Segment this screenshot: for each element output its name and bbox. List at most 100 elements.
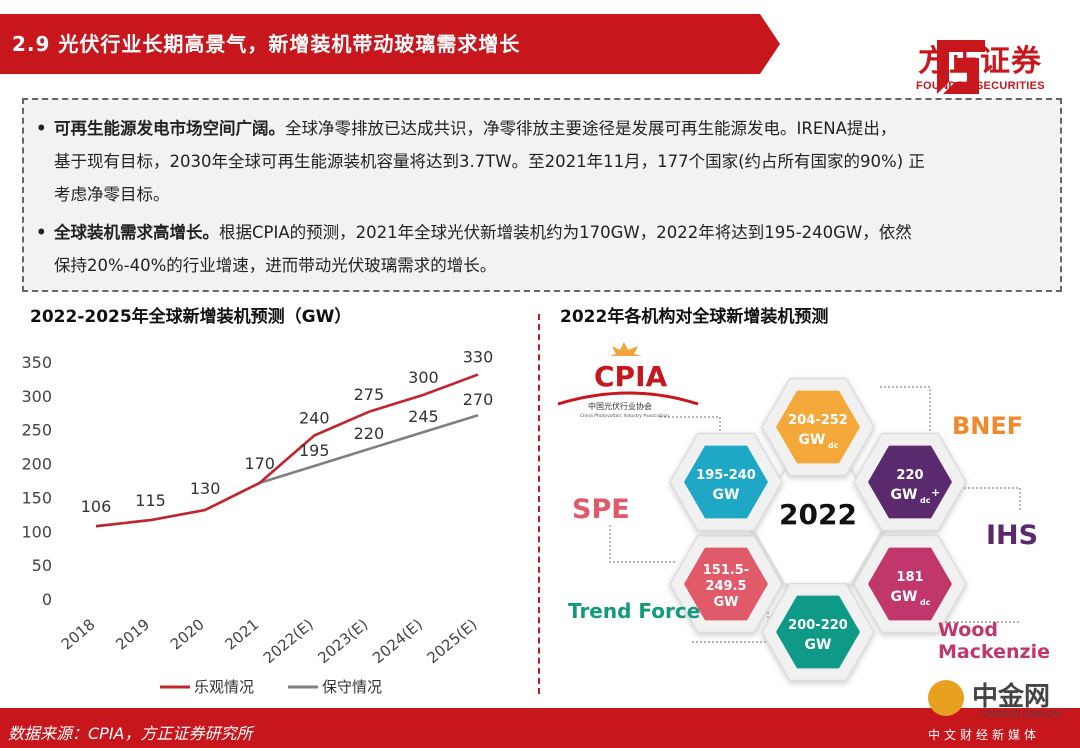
forecast-hexagon: 151.5-249.5GW [669,534,783,634]
bullet-text: 保持20%-40%的行业增速，进而带动光伏玻璃需求的增长。 [54,256,497,275]
y-tick-label: 100 [21,522,52,541]
watermark-subtitle: 中文财经新媒体 [928,728,1041,742]
hexagon-unit-sub: dc [920,496,931,505]
y-tick-label: 0 [42,590,52,609]
hexagon-value: 181 [896,570,923,585]
data-label: 106 [81,497,112,516]
center-year-label: 2022 [779,498,857,531]
agency-trendforce: Trend Force [568,599,700,623]
data-source: 数据来源：CPIA，方正证券研究所 [8,724,253,743]
legend-label-conservative: 保守情况 [322,678,382,696]
hexagon-fill [868,547,952,621]
data-label-optimistic: 240 [299,408,330,427]
series-line-optimistic [95,373,479,528]
y-tick-label: 200 [21,455,52,474]
hexagon-unit: GW [713,487,740,503]
hexagon-value: 195-240 [696,468,756,483]
agency-cpia-cn: 中国光伏行业协会 [588,401,652,411]
watermark-url: CNGOLD.COM.CN [982,709,1060,719]
legend-label-optimistic: 乐观情况 [194,678,254,696]
data-label-optimistic: 330 [463,348,494,367]
data-label: 115 [135,491,166,510]
forecast-hexagon: 181 GW dc [853,534,967,634]
hexagon-fill [684,445,768,519]
logo-name-cn: 方正证券 [918,44,1042,79]
agency-wood-line1: Wood [938,619,998,641]
agency-cpia-en: China Photovoltaic Industry Association [580,413,669,419]
title-banner [0,14,780,74]
forecast-hexagon: 220 GW dc+ [853,432,967,532]
data-label-conservative: 220 [354,424,385,443]
y-tick-label: 250 [21,421,52,440]
y-tick-label: 150 [21,488,52,507]
hexagon-fill [776,595,860,669]
hexagon-fill [684,547,768,621]
forecast-hexagon: 195-240 GW [669,432,783,532]
hexagon-fill [776,390,860,464]
hexagon-unit: GW [713,595,738,610]
page-title: 2.9 光伏行业长期高景气，新增装机带动玻璃需求增长 [12,32,521,56]
x-tick-label: 2018 [58,615,99,653]
agency-cpia: CPIA [594,360,667,393]
x-tick-label: 2023(E) [314,615,371,667]
hexagon-fill [868,445,952,519]
cpia-arc-icon [557,391,699,406]
hexagon-value: 200-220 [788,618,848,633]
data-label-conservative: 245 [408,407,439,426]
right-chart-title: 2022年各机构对全球新增装机预测 [560,307,829,327]
data-label-optimistic: 275 [354,385,385,404]
bullet-heading: 全球装机需求高增长。 [54,223,219,242]
x-tick-label: 2020 [167,615,208,653]
data-label-conservative: 270 [463,390,494,409]
bullet-text: 考虑净零目标。 [54,185,170,204]
x-tick-label: 2021 [221,615,262,653]
y-tick-label: 50 [32,556,52,575]
bullet-text: 基于现有目标，2030年全球可再生能源装机容量将达到3.7TW。至2021年11… [54,152,925,171]
hexagon-unit-sub: dc [828,441,839,450]
hexagon-unit-sub: dc [920,598,931,607]
summary-box: • 可再生能源发电市场空间广阔。全球净零排放已达成共识，净零徘放主要途径是发展可… [22,98,1062,292]
y-tick-label: 350 [21,353,52,372]
data-label: 130 [190,479,221,498]
hexagon-unit-suffix: + [931,486,940,499]
agency-bnef: BNEF [952,412,1023,440]
hexagon-value: 204-252 [788,413,848,428]
forecast-hexagon: 200-220 GW [761,582,875,682]
watermark-logo-icon [928,680,964,716]
hexagon-value: 151.5- [703,563,750,578]
agency-wood-line2: Mackenzie [938,641,1050,663]
watermark-name: 中金网 [972,682,1051,712]
agency-ihs: IHS [986,520,1038,551]
data-label-conservative: 195 [299,441,330,460]
x-tick-label: 2022(E) [260,615,317,667]
hexagon-value: 220 [896,468,923,483]
bullet-item: • 可再生能源发电市场空间广阔。全球净零排放已达成共识，净零徘放主要途径是发展可… [36,112,1050,211]
bullet-text: 根据CPIA的预测，2021年全球光伏新增装机约为170GW，2022年将达到1… [219,223,912,242]
hexagon-unit: GW [805,637,832,653]
logo-name-en: FOUNDER SECURITIES [916,80,1045,92]
agency-spe: SPE [572,494,630,525]
data-label-optimistic: 300 [408,368,439,387]
data-label: 170 [244,454,275,473]
x-tick-label: 2025(E) [424,615,481,667]
forecast-hexagon: 204-252 GW dc [761,377,875,477]
bullet-text: 全球净零排放已达成共识，净零徘放主要途径是发展可再生能源发电。IRENA提出， [285,119,897,138]
bullet-dot: • [36,223,47,242]
footer-bar [0,708,1080,748]
cpia-sun-icon [610,342,642,356]
section-divider [538,314,540,694]
x-tick-label: 2024(E) [369,615,426,667]
left-chart-title: 2022-2025年全球新增装机预测（GW） [30,307,352,327]
bullet-item: • 全球装机需求高增长。根据CPIA的预测，2021年全球光伏新增装机约为170… [36,216,1050,282]
y-tick-label: 300 [21,387,52,406]
founder-logo-icon [937,40,985,94]
bullet-heading: 可再生能源发电市场空间广阔。 [54,119,285,138]
x-tick-label: 2019 [112,615,153,653]
hexagon-unit: GW [891,589,918,605]
bullet-dot: • [36,119,47,138]
hexagon-unit: GW [891,487,918,503]
hexagon-unit: GW [799,432,826,448]
hexagon-value: 249.5 [705,579,746,594]
